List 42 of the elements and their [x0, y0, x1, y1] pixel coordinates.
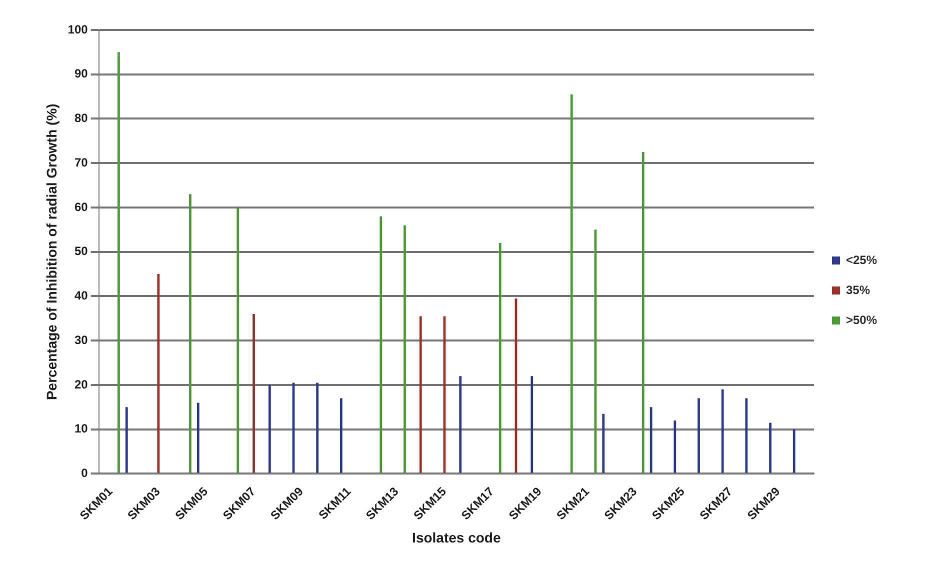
y-tick-label: 10: [74, 422, 88, 436]
y-tick-label: 20: [74, 377, 88, 392]
bar: [316, 382, 319, 473]
bar: [157, 274, 160, 473]
bar: [125, 407, 128, 473]
y-tick-label: 30: [74, 332, 88, 347]
bar: [721, 389, 724, 473]
bar: [340, 398, 342, 473]
bar: [792, 429, 796, 473]
bar: [268, 384, 271, 473]
y-tick-label: 90: [74, 66, 88, 81]
bar: [498, 242, 502, 473]
y-tick-label: 60: [74, 200, 88, 214]
bar: [745, 398, 748, 473]
legend-label: <25%: [846, 252, 878, 267]
y-tick-label: 0: [81, 466, 88, 480]
y-tick-label: 80: [74, 111, 88, 126]
bar: [650, 407, 652, 473]
bar: [530, 376, 534, 473]
y-tick-label: 50: [74, 244, 88, 258]
bar: [570, 94, 573, 473]
bar: [236, 207, 240, 473]
y-axis-title: Percentage of Inhibition of radial Growth (%): [43, 104, 60, 400]
bar: [196, 402, 200, 473]
bar: [404, 225, 406, 473]
bar: [459, 376, 462, 473]
y-tick-label: 100: [68, 22, 88, 36]
bar: [419, 316, 422, 473]
bar: [252, 314, 255, 473]
bar: [769, 422, 772, 473]
bar: [698, 398, 700, 473]
bar: [117, 52, 120, 473]
bar: [189, 194, 192, 473]
y-tick-label: 70: [74, 155, 88, 170]
legend-label: 35%: [846, 282, 870, 297]
bar: [602, 414, 605, 473]
bar: [380, 216, 382, 473]
x-axis-title: Isolates code: [412, 529, 501, 546]
bar: [674, 420, 676, 473]
y-tick-label: 40: [74, 288, 88, 303]
bar: [642, 152, 644, 473]
legend-label: >50%: [846, 312, 878, 327]
